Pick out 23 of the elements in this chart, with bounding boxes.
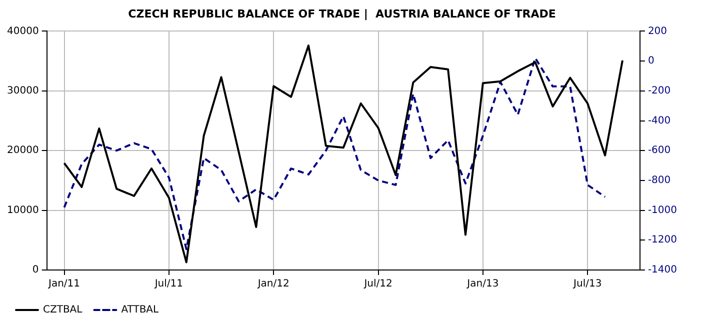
y2-tick-label: -1200 — [648, 234, 678, 246]
y-tick-label: 30000 — [7, 85, 39, 96]
y2-tick-label: -200 — [648, 85, 671, 96]
y-tick-label: 20000 — [7, 145, 39, 156]
legend-label: CZTBAL — [43, 304, 83, 316]
y2-tick-label: 0 — [648, 56, 654, 67]
y2-tick-label: -1400 — [648, 264, 678, 276]
chart-title: CZECH REPUBLIC BALANCE OF TRADE | AUSTRIA BALANCE OF TRADE — [128, 7, 556, 20]
legend-label: ATTBAL — [121, 304, 160, 316]
x-tick-label: Jan/11 — [48, 278, 80, 290]
y-tick-label: 0 — [32, 264, 39, 276]
x-tick-label: Jul/12 — [363, 278, 392, 290]
y2-tick-label: -400 — [648, 115, 671, 126]
x-tick-label: Jul/11 — [154, 278, 184, 290]
x-tick-label: Jan/13 — [466, 278, 499, 290]
y-tick-label: 40000 — [7, 26, 39, 37]
y-tick-label: 10000 — [7, 204, 39, 216]
y2-tick-label: -800 — [648, 175, 671, 186]
x-tick-label: Jan/12 — [256, 278, 290, 290]
x-tick-label: Jul/13 — [572, 278, 602, 290]
y2-tick-label: 200 — [648, 26, 668, 37]
y2-tick-label: -1000 — [648, 204, 678, 216]
y2-tick-label: -600 — [648, 145, 671, 156]
